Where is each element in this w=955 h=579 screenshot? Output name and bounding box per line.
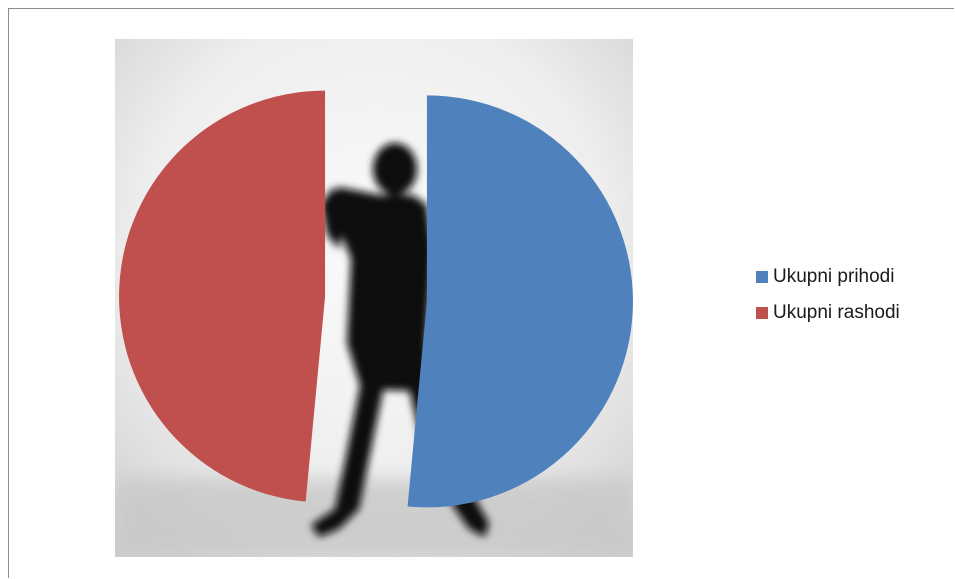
- pie-slice-ukupni-rashodi: [119, 90, 326, 502]
- legend-swatch-ukupni-prihodi: [756, 271, 768, 283]
- legend-item-ukupni-rashodi: Ukupni rashodi: [756, 295, 900, 331]
- legend: Ukupni prihodi Ukupni rashodi: [756, 259, 900, 331]
- legend-swatch-ukupni-rashodi: [756, 307, 768, 319]
- legend-label-ukupni-rashodi: Ukupni rashodi: [773, 302, 900, 323]
- pie-slices: [119, 90, 633, 508]
- chart-area: Ukupni prihodi Ukupni rashodi: [8, 8, 954, 578]
- legend-label-ukupni-prihodi: Ukupni prihodi: [773, 266, 895, 287]
- pie-slice-ukupni-prihodi: [407, 95, 633, 508]
- pie-chart: [115, 39, 633, 557]
- legend-item-ukupni-prihodi: Ukupni prihodi: [756, 259, 900, 295]
